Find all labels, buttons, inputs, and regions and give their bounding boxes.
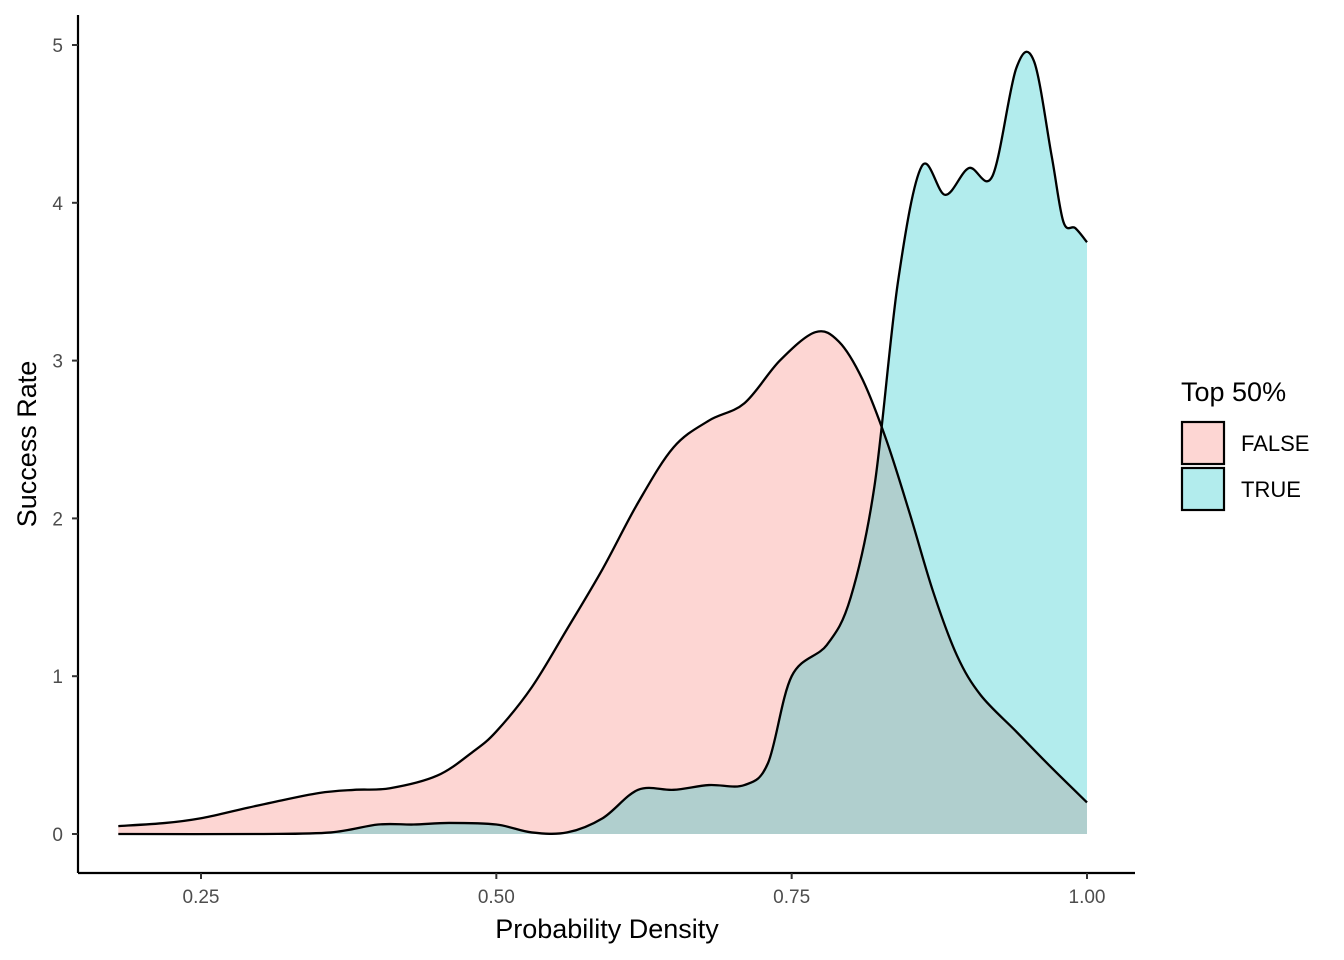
- legend-key-false: [1180, 420, 1226, 466]
- density-area-true: [118, 51, 1087, 835]
- density-line-false: [118, 330, 1088, 828]
- legend-label-false: FALSE: [1241, 431, 1309, 456]
- y-tick-label: 2: [52, 509, 63, 530]
- density-line-true: [118, 50, 1088, 836]
- x-axis-title: Probability Density: [495, 914, 719, 944]
- legend-key-true: [1180, 466, 1226, 512]
- x-tick-label: 1.00: [1069, 887, 1106, 908]
- legend-label-true: TRUE: [1241, 477, 1301, 502]
- y-tick-label: 4: [52, 194, 63, 215]
- y-tick-label: 1: [52, 667, 63, 688]
- x-tick-label: 0.25: [183, 887, 220, 908]
- density-area-false: [118, 331, 1087, 834]
- ticks: 0.25 0.50 0.75 1.00 0 1 2 3 4 5: [52, 36, 1105, 908]
- y-tick-label: 5: [52, 36, 63, 57]
- x-tick-label: 0.50: [478, 887, 515, 908]
- legend-title: Top 50%: [1181, 377, 1286, 407]
- plot-area: [118, 50, 1088, 836]
- x-tick-label: 0.75: [773, 887, 810, 908]
- y-tick-label: 0: [52, 825, 63, 846]
- y-tick-label: 3: [52, 352, 63, 373]
- legend: Top 50% FALSE TRUE: [1180, 377, 1309, 512]
- y-axis-title: Success Rate: [12, 361, 42, 528]
- axes: [76, 15, 1135, 875]
